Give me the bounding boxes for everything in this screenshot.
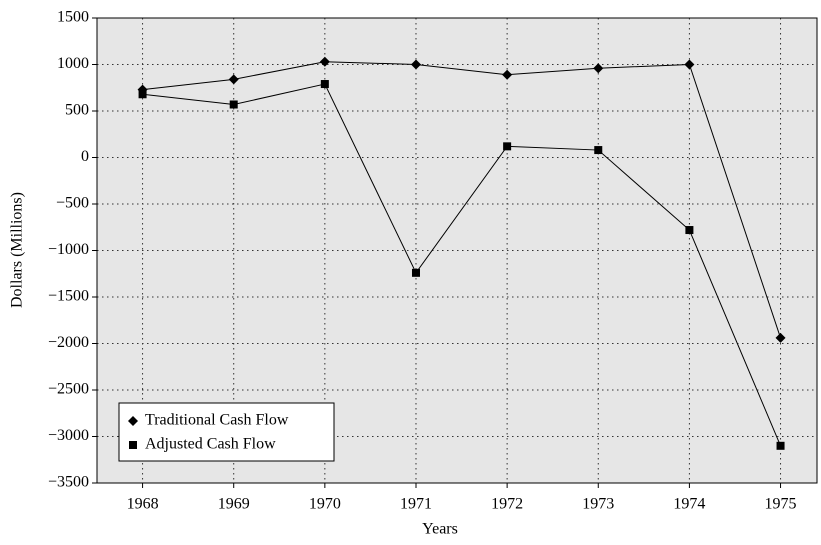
legend-label: Traditional Cash Flow (145, 412, 289, 429)
y-tick-label: −3500 (48, 474, 89, 491)
y-tick-label: 1000 (57, 55, 89, 72)
x-tick-label: 1973 (582, 496, 614, 513)
legend-box (118, 402, 335, 462)
point (228, 74, 239, 85)
x-tick-label: 1970 (309, 496, 341, 513)
x-tick-label: 1971 (400, 496, 432, 513)
point (593, 63, 604, 74)
y-tick-label: −2000 (48, 334, 89, 351)
point (503, 142, 512, 151)
y-tick-label: −500 (56, 195, 89, 212)
point (685, 226, 694, 235)
point (138, 90, 147, 99)
point (594, 146, 603, 155)
point (410, 59, 421, 70)
legend-marker (129, 441, 137, 449)
plot-frame (96, 17, 818, 484)
point (684, 59, 695, 70)
point (411, 268, 420, 277)
y-tick-label: 1500 (57, 9, 89, 26)
legend-label: Adjusted Cash Flow (145, 436, 276, 453)
x-tick-label: 1974 (673, 496, 705, 513)
legend-marker (128, 416, 138, 426)
point (775, 332, 786, 343)
series-line (142, 83, 782, 446)
y-tick-label: −2500 (48, 381, 89, 398)
x-tick-label: 1969 (218, 496, 250, 513)
point (229, 100, 238, 109)
point (319, 56, 330, 67)
point (320, 80, 329, 89)
y-tick-label: 500 (65, 102, 89, 119)
y-tick-label: −1000 (48, 241, 89, 258)
x-tick-label: 1968 (127, 496, 159, 513)
x-axis-label: Years (422, 521, 458, 538)
x-tick-label: 1975 (765, 496, 797, 513)
y-axis-label: Dollars (Millions) (9, 192, 26, 308)
series-line (142, 61, 782, 339)
y-tick-label: 0 (81, 148, 89, 165)
point (776, 441, 785, 450)
y-tick-label: −3000 (48, 427, 89, 444)
y-tick-label: −1500 (48, 288, 89, 305)
x-tick-label: 1972 (491, 496, 523, 513)
point (502, 69, 513, 80)
